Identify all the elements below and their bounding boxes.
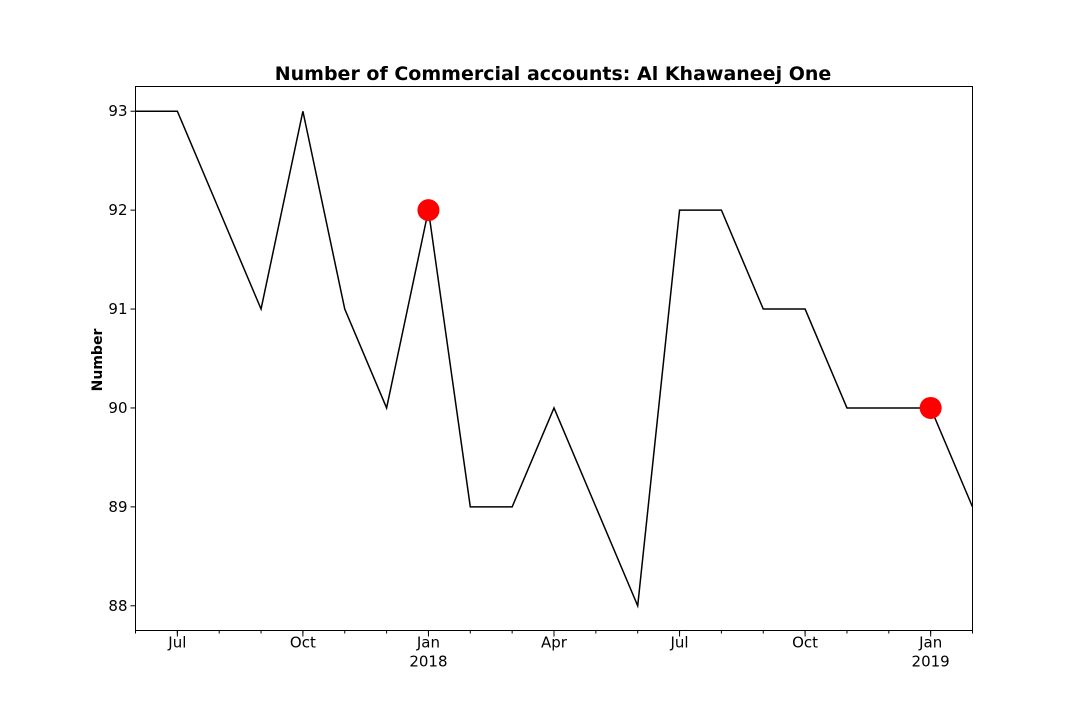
y-tick-label: 89 [108,498,127,516]
y-axis: 88 89 90 91 92 93 [108,102,136,615]
series-line [135,110,974,609]
x-tick-label: Oct [290,634,316,652]
highlight-point [417,199,440,222]
x-tick-label: Jul [669,634,688,652]
x-tick-label: Oct [792,634,818,652]
x-tick-year-label: 2019 [912,653,950,671]
x-tick-label: Jan [416,634,440,652]
y-tick-label: 93 [108,102,127,120]
series-layer [135,110,974,609]
y-tick-label: 91 [108,300,127,318]
x-tick-label: Jul [167,634,186,652]
y-tick-label: 88 [108,597,127,615]
x-tick-label: Apr [541,634,568,652]
y-tick-label: 92 [108,201,127,219]
x-tick-year-label: 2018 [409,653,447,671]
plot-area-frame [135,86,973,631]
y-tick-label: 90 [108,399,127,417]
highlight-point [919,396,942,419]
chart-title: Number of Commercial accounts: Al Khawan… [275,63,832,85]
y-axis-label: Number [90,329,106,392]
x-tick-label: Jan [918,634,942,652]
